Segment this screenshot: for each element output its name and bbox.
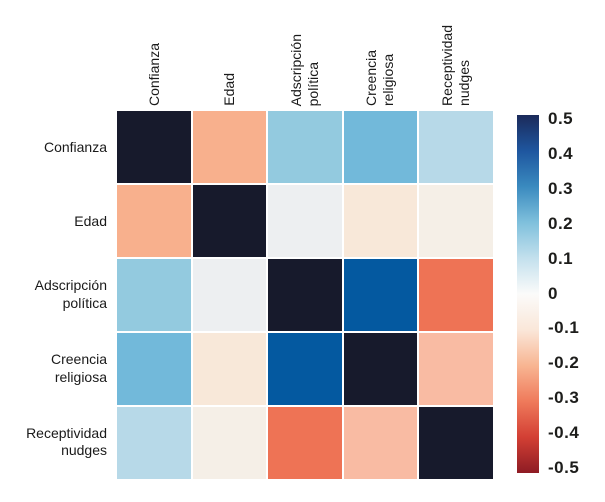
heatmap-cell	[117, 333, 191, 405]
heatmap-grid	[117, 111, 493, 479]
heatmap-cell	[343, 259, 418, 331]
column-label: Edad	[221, 73, 238, 106]
colorbar-tick: 0	[548, 283, 558, 303]
colorbar-tick: -0.4	[548, 423, 580, 443]
column-label-wrap: Receptividad nudges	[418, 0, 493, 106]
column-label: Adscripción política	[288, 33, 321, 106]
row-label: Edad	[74, 212, 107, 229]
column-labels: Confianza Edad Adscripción política Creenci…	[117, 0, 493, 106]
colorbar-tick: -0.3	[548, 388, 580, 408]
heatmap-cell	[419, 111, 493, 183]
heatmap-cell	[419, 407, 493, 479]
colorbar-tick: 0.4	[548, 143, 574, 163]
row-labels: Confianza Edad Adscripción política Creenci…	[0, 111, 109, 479]
column-label-wrap: Adscripción política	[267, 0, 342, 106]
heatmap-cell	[343, 407, 418, 479]
column-label: Receptividad nudges	[438, 25, 472, 106]
column-label-wrap: Confianza	[117, 0, 192, 106]
heatmap-cell	[117, 111, 191, 183]
colorbar-tick: -0.2	[548, 353, 580, 373]
row-label: Receptividad nudges	[26, 424, 107, 459]
heatmap-cell	[268, 259, 342, 331]
colorbar-gradient	[517, 115, 539, 473]
column-label: Confianza	[146, 42, 163, 106]
heatmap-cell	[268, 185, 342, 257]
row-label: Confianza	[43, 139, 107, 156]
row-label: Creencia religiosa	[50, 351, 107, 385]
colorbar-tick: 0.2	[548, 213, 574, 233]
heatmap-cell	[117, 185, 191, 257]
heatmap-cell	[192, 407, 267, 479]
column-label-wrap: Creencia religiosa	[343, 0, 418, 106]
colorbar-tick: 0.3	[548, 178, 574, 198]
colorbar-tick: -0.1	[548, 318, 580, 338]
heatmap-cell	[419, 185, 493, 257]
colorbar-tick-labels: 0.5 0.4 0.3 0.2 0.1 0 -0.1 -0.2 -0.3 -0.4 -0.5	[548, 109, 604, 477]
colorbar-tick: 0.5	[548, 109, 574, 128]
heatmap-cell	[192, 259, 267, 331]
heatmap-cell	[192, 111, 267, 183]
colorbar-tick: 0.1	[548, 248, 574, 268]
heatmap-cell	[343, 333, 418, 405]
heatmap-cell	[343, 185, 418, 257]
heatmap-cell	[117, 259, 191, 331]
colorbar-tick: -0.5	[548, 458, 580, 477]
heatmap-cell	[268, 407, 342, 479]
column-label-wrap: Edad	[192, 0, 267, 106]
heatmap-cell	[192, 333, 267, 405]
heatmap-cell	[268, 333, 342, 405]
heatmap-cell	[419, 259, 493, 331]
column-label: Creencia religiosa	[363, 49, 397, 106]
row-label: Adscripción política	[34, 277, 107, 311]
heatmap-cell	[268, 111, 342, 183]
heatmap-cell	[419, 333, 493, 405]
heatmap-cell	[117, 407, 191, 479]
heatmap-cell	[343, 111, 418, 183]
heatmap-cell	[192, 185, 267, 257]
